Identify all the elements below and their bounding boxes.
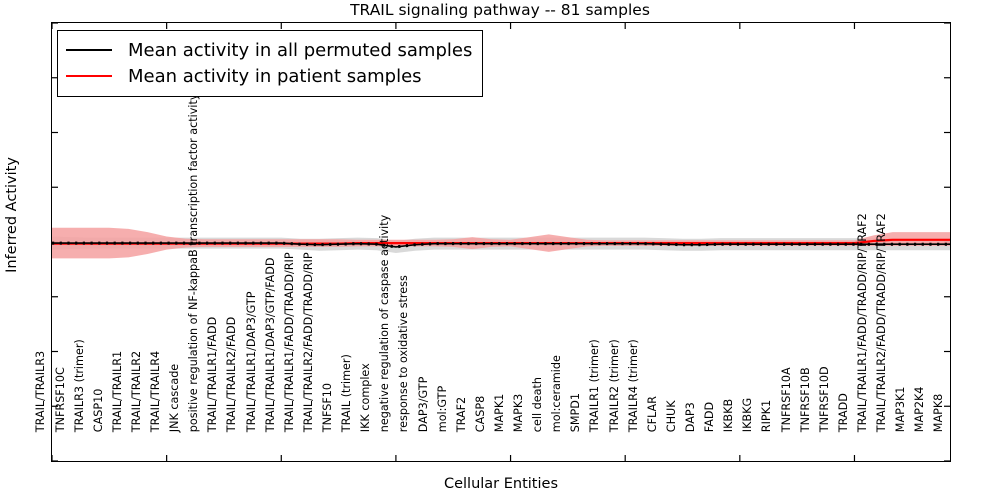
x-tick-label: TRADD bbox=[836, 392, 850, 432]
x-tick-label: CFLAR bbox=[645, 395, 659, 432]
legend-label-patient: Mean activity in patient samples bbox=[128, 65, 422, 87]
x-tick-label: CASP10 bbox=[91, 388, 105, 432]
x-tick-label: TRAF2 bbox=[454, 396, 468, 432]
x-tick-label: CASP8 bbox=[473, 395, 487, 432]
x-tick-label: IKBKG bbox=[741, 397, 755, 432]
x-tick-label: TRAILR4 (trimer) bbox=[626, 339, 640, 432]
x-tick-label: MAPK1 bbox=[492, 393, 506, 432]
legend-label-permuted: Mean activity in all permuted samples bbox=[128, 39, 473, 61]
legend-swatch-permuted bbox=[66, 49, 112, 51]
x-tick-label: MAP3K1 bbox=[893, 386, 907, 432]
x-tick-label: SMPD1 bbox=[569, 392, 583, 432]
x-tick-label: TRAIL/TRAILR1/FADD bbox=[206, 316, 220, 432]
x-tick-label: TRAIL/TRAILR3 bbox=[34, 350, 48, 432]
x-tick-label: TRAIL/TRAILR1/FADD/TRADD/RIP bbox=[282, 252, 296, 432]
x-tick-label: CHUK bbox=[664, 400, 678, 432]
x-tick-label: TRAIL/TRAILR1/DAP3/GTP bbox=[244, 291, 258, 432]
x-tick-label: TNFRSF10A bbox=[779, 367, 793, 432]
x-tick-label: cell death bbox=[530, 376, 544, 432]
x-tick-label: TNFRSF10D bbox=[817, 366, 831, 432]
x-tick-label: TNFRSF10C bbox=[53, 367, 67, 432]
x-tick-label: TRAILR2 (trimer) bbox=[607, 339, 621, 432]
legend-swatch-patient bbox=[66, 75, 112, 77]
x-tick-label: MAP2K4 bbox=[913, 386, 927, 432]
x-tick-label: TRAIL/TRAILR2/FADD bbox=[225, 316, 239, 432]
x-tick-label: TRAIL/TRAILR2/FADD/TRADD/RIP/TRAF2 bbox=[874, 213, 888, 432]
chart-title: TRAIL signaling pathway -- 81 samples bbox=[350, 1, 650, 19]
x-axis-label: Cellular Entities bbox=[443, 476, 559, 492]
legend-entry-permuted[interactable]: Mean activity in all permuted samples bbox=[66, 37, 472, 63]
chart-legend: Mean activity in all permuted samples Me… bbox=[57, 30, 484, 97]
x-tick-label: TRAIL/TRAILR2 bbox=[129, 350, 143, 432]
x-tick-label: TRAIL/TRAILR4 bbox=[148, 350, 162, 432]
x-tick-label: TRAIL/TRAILR1 bbox=[110, 350, 124, 432]
x-tick-label: TNFSF10 bbox=[320, 382, 334, 432]
x-tick-label: positive regulation of NF-kappaB transcr… bbox=[187, 93, 201, 432]
x-tick-label: TRAIL/TRAILR2/FADD/TRADD/RIP bbox=[301, 252, 315, 432]
x-tick-label: IKBKB bbox=[722, 398, 736, 432]
x-tick-label: TRAIL/TRAILR1/DAP3/GTP/FADD bbox=[263, 257, 277, 432]
x-tick-label: TRAILR3 (trimer) bbox=[72, 339, 86, 432]
x-tick-label: IKK complex bbox=[359, 363, 372, 432]
legend-entry-patient[interactable]: Mean activity in patient samples bbox=[66, 63, 472, 89]
x-tick-label: TRAILR1 (trimer) bbox=[588, 339, 602, 432]
x-tick-label: response to oxidative stress bbox=[397, 274, 411, 432]
x-tick-label: MAPK8 bbox=[932, 393, 946, 432]
x-tick-label: TRAIL/TRAILR1/FADD/TRADD/RIP/TRAF2 bbox=[855, 213, 869, 432]
x-tick-label: MAPK3 bbox=[511, 393, 525, 432]
x-tick-label: mol:GTP bbox=[435, 385, 449, 432]
x-tick-label: TRAIL (trimer) bbox=[339, 353, 353, 432]
x-tick-label: JNK cascade bbox=[167, 363, 181, 432]
x-tick-label: DAP3/GTP bbox=[416, 376, 430, 432]
x-tick-label: negative regulation of caspase activity bbox=[378, 214, 392, 432]
x-tick-label: RIPK1 bbox=[760, 399, 774, 432]
x-tick-label: FADD bbox=[702, 401, 716, 432]
y-axis-label: Inferred Activity bbox=[4, 157, 20, 273]
x-tick-label: DAP3 bbox=[683, 402, 697, 432]
plot-canvas bbox=[52, 23, 950, 461]
x-tick-label: mol:ceramide bbox=[550, 354, 564, 432]
x-tick-label: TNFRSF10B bbox=[798, 367, 812, 432]
